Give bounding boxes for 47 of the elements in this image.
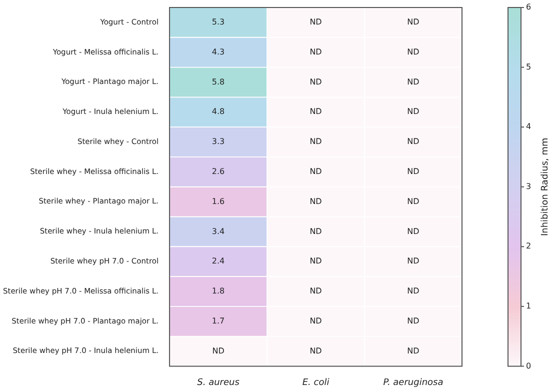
data-label: ND xyxy=(310,18,322,27)
data-label: 3.3 xyxy=(212,137,225,146)
data-label: ND xyxy=(407,286,420,296)
data-label: 2.6 xyxy=(212,166,225,176)
color-bar-label: 4 xyxy=(526,122,532,132)
data-label: ND xyxy=(310,256,322,266)
data-label: ND xyxy=(310,346,322,356)
data-label: ND xyxy=(310,166,322,176)
data-label: 5.3 xyxy=(212,18,225,27)
data-label: 1.8 xyxy=(212,286,225,296)
data-label: ND xyxy=(407,166,420,176)
data-label: 2.4 xyxy=(212,256,225,266)
data-label: ND xyxy=(407,196,420,206)
data-label: ND xyxy=(212,346,224,356)
data-label: ND xyxy=(407,256,420,266)
data-label: ND xyxy=(310,316,322,326)
x-tick-label: P. aeruginosa xyxy=(383,378,444,388)
data-label: ND xyxy=(407,137,420,146)
data-label: ND xyxy=(310,286,322,296)
data-label: ND xyxy=(407,77,420,86)
data-label: ND xyxy=(310,226,322,236)
data-label: ND xyxy=(310,77,322,86)
data-label: 1.7 xyxy=(212,316,225,326)
data-label: ND xyxy=(407,47,420,56)
color-bar-label: 6 xyxy=(526,2,532,12)
color-bar-label: 2 xyxy=(526,242,532,251)
x-tick-label: S. aureus xyxy=(197,378,240,388)
data-label: 3.4 xyxy=(212,226,225,236)
data-label: ND xyxy=(407,18,420,27)
data-label: ND xyxy=(407,316,420,326)
x-tick-label: E. coli xyxy=(302,378,330,388)
data-label: ND xyxy=(310,137,322,146)
data-label: ND xyxy=(310,47,322,56)
data-label: 5.8 xyxy=(212,77,225,86)
data-label: ND xyxy=(407,107,420,116)
data-label: 4.3 xyxy=(212,47,225,56)
data-label: ND xyxy=(407,346,420,356)
data-label: 4.8 xyxy=(212,107,225,116)
color-bar-label: 0 xyxy=(526,361,532,370)
color-bar-label: 1 xyxy=(526,301,532,310)
data-label: ND xyxy=(310,107,322,116)
color-bar-label: 5 xyxy=(526,62,532,72)
data-label: ND xyxy=(310,196,322,206)
data-label: ND xyxy=(407,226,420,236)
data-label: 1.6 xyxy=(212,196,225,206)
color-bar-label: 3 xyxy=(526,182,532,191)
color-bar-title: Inhibition Radius, mm xyxy=(540,138,550,236)
